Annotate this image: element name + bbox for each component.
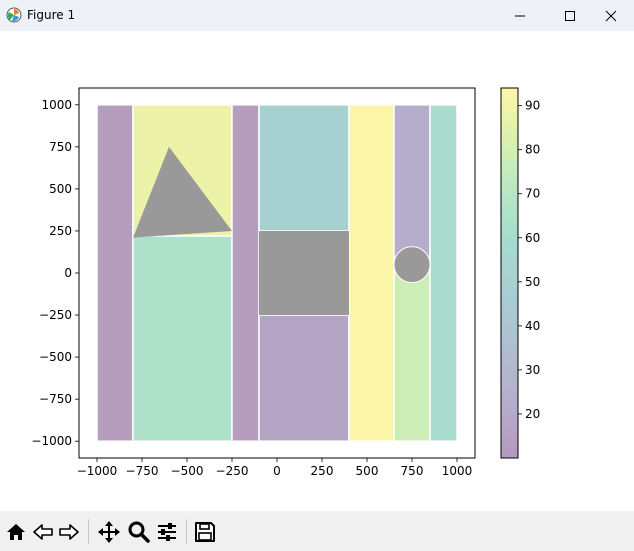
colored-region bbox=[258, 314, 350, 442]
x-tick-label: 0 bbox=[273, 464, 281, 478]
colored-region bbox=[96, 104, 134, 442]
window-title: Figure 1 bbox=[27, 8, 76, 22]
colored-region bbox=[393, 272, 431, 442]
colorbar-tick-label: 50 bbox=[525, 275, 540, 289]
y-tick-label: −750 bbox=[39, 392, 72, 406]
colorbar-tick-label: 40 bbox=[525, 319, 540, 333]
colorbar-tick-label: 60 bbox=[525, 231, 540, 245]
gray-polygon bbox=[133, 146, 232, 238]
home-button[interactable] bbox=[2, 518, 30, 546]
y-tick-label: −1000 bbox=[31, 434, 72, 448]
figure-canvas[interactable]: −1000 −750 −500 −250 0 250 500 750 1000 −1000 −750… bbox=[0, 31, 634, 511]
close-icon bbox=[605, 10, 617, 21]
x-tick-label: 750 bbox=[401, 464, 424, 478]
y-tick-label: 250 bbox=[49, 224, 72, 238]
chart-svg: −1000 −750 −500 −250 0 250 500 750 1000−1000−750… bbox=[31, 87, 540, 478]
colorbar-tick-label: 90 bbox=[525, 99, 540, 113]
x-tick-label: 250 bbox=[311, 464, 334, 478]
x-tick-label: 1000 bbox=[442, 464, 473, 478]
forward-button[interactable] bbox=[55, 518, 83, 546]
zoom-button[interactable] bbox=[125, 518, 153, 546]
x-tick-label: −250 bbox=[216, 464, 249, 478]
navigation-toolbar bbox=[0, 511, 634, 551]
y-tick-label: 0 bbox=[64, 266, 72, 280]
x-tick-label: −1000 bbox=[77, 464, 118, 478]
save-button[interactable] bbox=[191, 518, 219, 546]
x-tick-label: −750 bbox=[126, 464, 159, 478]
toolbar-separator bbox=[88, 519, 89, 544]
maximize-icon bbox=[565, 10, 575, 21]
colored-region bbox=[132, 235, 233, 442]
colorbar bbox=[500, 87, 519, 459]
home-icon bbox=[7, 524, 25, 540]
colored-region bbox=[429, 104, 458, 442]
maximize-button[interactable] bbox=[547, 0, 593, 31]
close-button[interactable] bbox=[588, 0, 634, 31]
pan-button[interactable] bbox=[95, 518, 123, 546]
toolbar-separator bbox=[186, 519, 187, 544]
y-tick-label: 750 bbox=[49, 140, 72, 154]
gray-circle bbox=[393, 246, 431, 284]
forward-arrow-icon bbox=[59, 524, 79, 540]
colorbar-tick-label: 70 bbox=[525, 187, 540, 201]
y-tick-label: 1000 bbox=[41, 98, 72, 112]
save-floppy-icon bbox=[195, 522, 215, 542]
colorbar-tick-label: 20 bbox=[525, 407, 540, 421]
pan-move-icon bbox=[98, 521, 120, 543]
x-tick-label: −500 bbox=[171, 464, 204, 478]
x-tick-label: 500 bbox=[356, 464, 379, 478]
minimize-icon bbox=[515, 15, 525, 16]
back-arrow-icon bbox=[33, 524, 53, 540]
configure-subplots-icon bbox=[158, 523, 176, 541]
y-tick-label: −250 bbox=[39, 308, 72, 322]
colored-region bbox=[348, 104, 395, 442]
colored-region bbox=[231, 104, 260, 442]
back-button[interactable] bbox=[29, 518, 57, 546]
matplotlib-app-icon bbox=[6, 7, 22, 23]
y-tick-label: −500 bbox=[39, 350, 72, 364]
configure-subplots-button[interactable] bbox=[153, 518, 181, 546]
y-tick-label: 500 bbox=[49, 182, 72, 196]
colorbar-tick-label: 30 bbox=[525, 363, 540, 377]
colored-region bbox=[258, 104, 350, 232]
colorbar-tick-label: 80 bbox=[525, 143, 540, 157]
gray-polygon bbox=[259, 230, 349, 316]
zoom-magnifier-icon bbox=[128, 521, 150, 543]
minimize-button[interactable] bbox=[497, 0, 543, 31]
window-title-bar: Figure 1 bbox=[0, 0, 634, 31]
